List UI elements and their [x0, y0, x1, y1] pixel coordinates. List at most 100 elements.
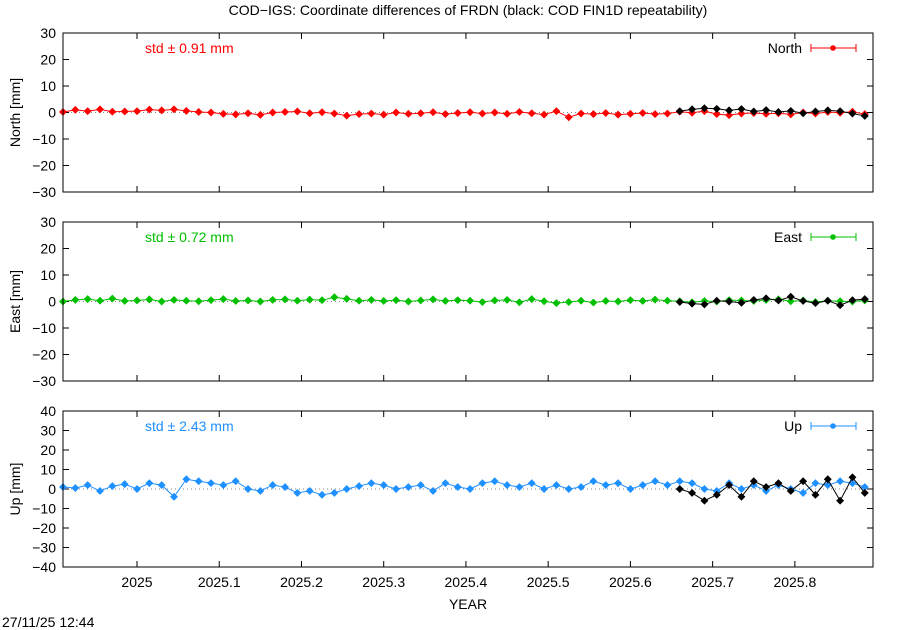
data-point-east	[663, 296, 672, 305]
data-point-repeatability	[737, 105, 746, 114]
data-point-north	[367, 109, 376, 118]
data-point-east	[170, 295, 178, 304]
data-point-east	[120, 297, 129, 305]
data-point-up	[219, 481, 228, 490]
series-line-repeatability	[679, 107, 865, 117]
data-point-up	[577, 483, 586, 492]
data-point-east	[244, 296, 252, 305]
data-point-up	[318, 490, 326, 499]
data-point-east	[490, 296, 499, 305]
data-point-north	[527, 109, 536, 118]
data-point-north	[392, 108, 401, 117]
y-axis-label: Up [mm]	[7, 463, 23, 516]
data-point-up	[404, 483, 413, 492]
data-point-east	[836, 297, 845, 306]
data-point-up	[120, 480, 129, 489]
data-point-north	[466, 108, 475, 117]
data-point-north	[207, 108, 215, 117]
data-point-north	[663, 109, 672, 118]
data-point-up	[305, 486, 314, 495]
data-point-east	[478, 298, 487, 306]
data-point-up	[638, 481, 647, 490]
data-point-east	[83, 295, 92, 304]
data-point-north	[552, 107, 561, 116]
y-tick-label: −10	[32, 131, 56, 147]
data-point-repeatability	[774, 296, 783, 305]
data-point-repeatability	[860, 488, 869, 497]
data-point-repeatability	[786, 292, 795, 301]
data-point-repeatability	[737, 298, 746, 307]
data-point-north	[83, 107, 92, 116]
data-point-east	[614, 297, 623, 306]
legend-swatch	[810, 44, 857, 52]
y-tick-label: −10	[32, 320, 56, 336]
y-tick-label: −30	[32, 184, 56, 200]
std-annotation: std ± 0.72 mm	[145, 229, 234, 245]
data-point-up	[688, 479, 697, 488]
data-point-north	[515, 108, 524, 116]
data-point-up	[416, 481, 425, 490]
plot-frame	[62, 410, 874, 568]
data-point-up	[133, 485, 141, 493]
data-point-repeatability	[774, 108, 783, 116]
y-tick-label: 30	[40, 423, 56, 439]
data-point-up	[860, 483, 869, 492]
data-point-repeatability	[712, 104, 721, 113]
data-point-east	[133, 296, 141, 305]
data-point-east	[601, 297, 610, 305]
data-point-north	[404, 109, 413, 118]
data-point-repeatability	[675, 107, 684, 116]
data-point-up	[737, 485, 746, 493]
data-point-repeatability	[823, 296, 832, 305]
data-point-up	[330, 488, 339, 497]
data-point-east	[157, 297, 166, 306]
data-point-east	[515, 298, 524, 307]
y-tick-label: 20	[40, 52, 56, 68]
data-point-up	[392, 485, 401, 493]
data-point-north	[379, 110, 388, 119]
data-point-east	[651, 295, 660, 304]
data-point-up	[244, 485, 252, 493]
data-point-up	[231, 477, 240, 486]
data-point-north	[244, 109, 252, 118]
data-point-north	[540, 110, 549, 119]
x-tick-label: 2025.5	[527, 574, 570, 590]
data-point-up	[601, 481, 610, 490]
data-point-up	[589, 477, 598, 486]
data-point-up	[379, 481, 388, 490]
data-point-up	[515, 483, 524, 492]
data-point-north	[268, 108, 277, 117]
data-point-up	[453, 483, 462, 492]
data-point-east	[527, 295, 536, 304]
y-tick-label: 30	[40, 214, 56, 230]
data-point-repeatability	[799, 297, 808, 305]
data-point-repeatability	[700, 496, 709, 505]
data-point-repeatability	[836, 496, 845, 505]
data-point-east	[416, 296, 425, 305]
y-tick-label: 20	[40, 241, 56, 257]
data-point-up	[503, 481, 512, 490]
y-tick-label: −20	[32, 158, 56, 174]
data-point-repeatability	[675, 485, 684, 493]
y-axis-label: North [mm]	[7, 78, 23, 147]
data-point-east	[71, 295, 80, 304]
data-point-up	[441, 479, 450, 488]
data-point-repeatability	[712, 490, 721, 499]
data-point-up	[71, 484, 80, 492]
chart-title: COD−IGS: Coordinate differences of FRDN …	[229, 2, 708, 18]
data-point-north	[293, 107, 302, 116]
data-point-up	[268, 481, 277, 490]
data-point-east	[281, 295, 289, 304]
data-point-up	[207, 479, 215, 488]
y-tick-label: 40	[40, 403, 56, 419]
data-point-up	[194, 477, 203, 486]
data-point-north	[108, 107, 117, 116]
panel-east: 30 20 10 0 −10 −20 −30 East [mm] std ± 0.72 mm Ea…	[7, 214, 874, 389]
data-point-up	[564, 485, 573, 493]
data-point-repeatability	[786, 486, 795, 495]
data-point-repeatability	[860, 111, 869, 120]
data-point-repeatability	[811, 299, 820, 308]
data-point-repeatability	[749, 295, 758, 304]
data-point-up	[540, 485, 549, 493]
